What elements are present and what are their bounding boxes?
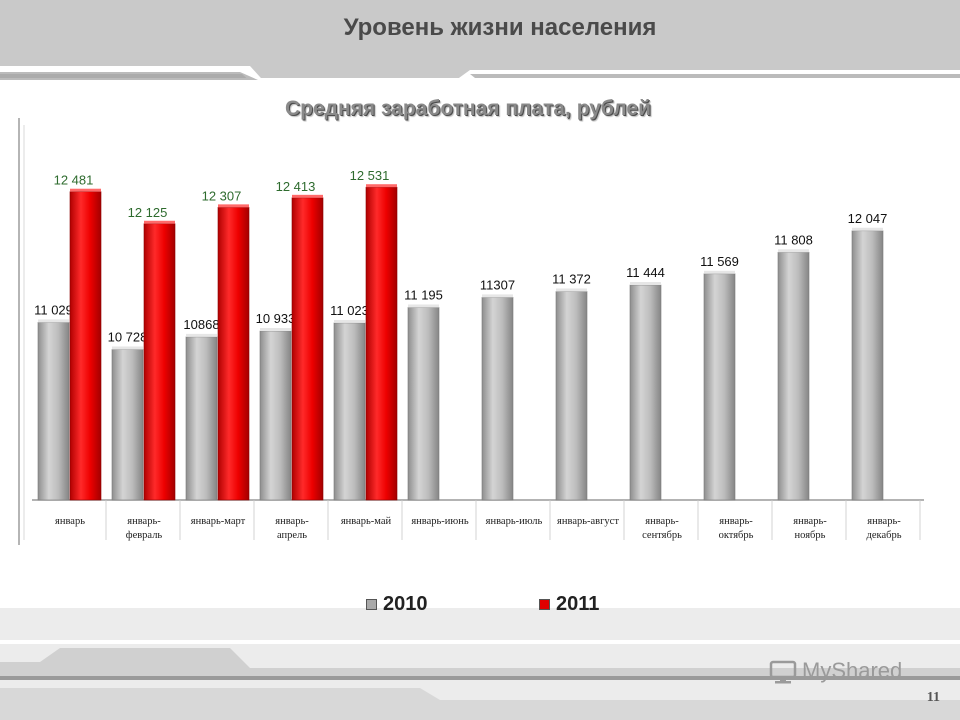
- watermark-text: MyShared: [802, 658, 903, 683]
- x-tick-label-7: январь-июль: [486, 516, 543, 527]
- bar-2011-2: [143, 223, 176, 501]
- x-tick-label-3: январь-март: [191, 516, 246, 527]
- bar-2010-2: [111, 349, 144, 501]
- bar-2011-cap-5: [366, 184, 397, 188]
- data-label-2010-1: 11 029: [34, 302, 73, 317]
- x-tick-label-12: январь-декабрь: [867, 516, 902, 541]
- bar-2010-3: [185, 336, 218, 501]
- data-label-2010-3: 10868: [183, 317, 219, 332]
- bar-2011-5: [365, 186, 398, 501]
- bar-2010-cap-9: [630, 282, 661, 286]
- bar-2010-cap-12: [852, 227, 883, 231]
- x-tick-label-9: январь-сентябрь: [642, 516, 682, 541]
- data-label-2010-9: 11 444: [626, 265, 665, 280]
- page-number: 11: [926, 690, 940, 705]
- x-tick-label-11: январь-ноябрь: [793, 516, 827, 541]
- bar-2010-cap-10: [704, 270, 735, 274]
- bar-2010-8: [555, 291, 588, 501]
- data-label-2010-6: 11 195: [404, 287, 443, 302]
- bar-2010-cap-7: [482, 294, 513, 298]
- legend-swatch-2011: [539, 598, 550, 610]
- data-label-2010-8: 11 372: [552, 272, 591, 287]
- x-tick-label-6: январь-июнь: [411, 516, 469, 527]
- bar-2010-cap-8: [556, 288, 587, 292]
- header-grey-strip: [0, 72, 258, 80]
- data-label-2010-11: 11 808: [774, 232, 813, 247]
- bar-2010-cap-11: [778, 249, 809, 253]
- legend-label-2010: 2010: [383, 592, 428, 615]
- footer-white-line: [0, 640, 960, 644]
- x-tick-label-4: январь-апрель: [275, 516, 309, 541]
- data-label-2011-2: 12 125: [128, 205, 168, 220]
- chart-title: Средняя заработная плата, рублей: [284, 97, 652, 120]
- page-title: Уровень жизни населения: [343, 14, 657, 41]
- legend-item-2010: 2010: [366, 592, 428, 616]
- watermark: MyShared: [768, 658, 902, 684]
- data-label-2011-4: 12 413: [276, 179, 316, 194]
- footer-grey-band: [0, 648, 960, 676]
- data-label-2010-7: 11307: [480, 277, 515, 292]
- footer-bottom-band: [0, 688, 960, 720]
- bar-2010-cap-1: [38, 319, 69, 323]
- data-label-2011-5: 12 531: [350, 168, 390, 183]
- data-label-2010-4: 10 933: [256, 311, 296, 326]
- x-tick-label-1: январь: [55, 516, 85, 527]
- bar-2010-5: [333, 322, 366, 501]
- bar-2011-1: [69, 191, 102, 501]
- data-label-2011-3: 12 307: [202, 188, 242, 203]
- bar-2010-cap-5: [334, 319, 365, 323]
- header-grey-strip-right: [470, 74, 960, 78]
- x-tick-label-8: январь-август: [557, 516, 619, 527]
- bar-2010-6: [407, 307, 440, 501]
- x-tick-label-5: январь-май: [341, 516, 392, 527]
- bar-2010-cap-6: [408, 304, 439, 308]
- header-band: [0, 0, 960, 78]
- data-label-2010-10: 11 569: [700, 254, 739, 269]
- bar-2010-cap-3: [186, 333, 217, 337]
- data-label-2010-12: 12 047: [848, 211, 888, 226]
- data-label-2011-1: 12 481: [54, 173, 94, 188]
- data-label-2010-5: 11 023: [330, 303, 369, 318]
- legend-item-2011: 2011: [539, 592, 599, 616]
- bar-2011-3: [217, 207, 250, 501]
- bar-2010-12: [851, 230, 884, 501]
- bar-2011-cap-1: [70, 188, 101, 192]
- bar-2010-cap-2: [112, 346, 143, 350]
- bar-2010-4: [259, 330, 292, 501]
- bar-2011-cap-3: [218, 204, 249, 208]
- bar-2011-cap-4: [292, 194, 323, 198]
- bar-2010-10: [703, 273, 736, 501]
- x-tick-label-2: январь-февраль: [126, 516, 163, 541]
- bar-2011-cap-2: [144, 220, 175, 224]
- bar-2010-1: [37, 322, 70, 501]
- data-label-2010-2: 10 728: [108, 329, 148, 344]
- footer-dark-line: [0, 676, 960, 680]
- legend-label-2011: 2011: [556, 592, 600, 615]
- bar-2010-7: [481, 297, 514, 501]
- bar-2010-11: [777, 251, 810, 501]
- bar-2011-4: [291, 197, 324, 501]
- watermark-logo-icon: [769, 660, 797, 684]
- legend-swatch-2010: [366, 598, 377, 610]
- bar-2010-cap-4: [260, 328, 291, 332]
- bar-2010-9: [629, 284, 662, 501]
- x-tick-label-10: январь-октябрь: [719, 516, 754, 541]
